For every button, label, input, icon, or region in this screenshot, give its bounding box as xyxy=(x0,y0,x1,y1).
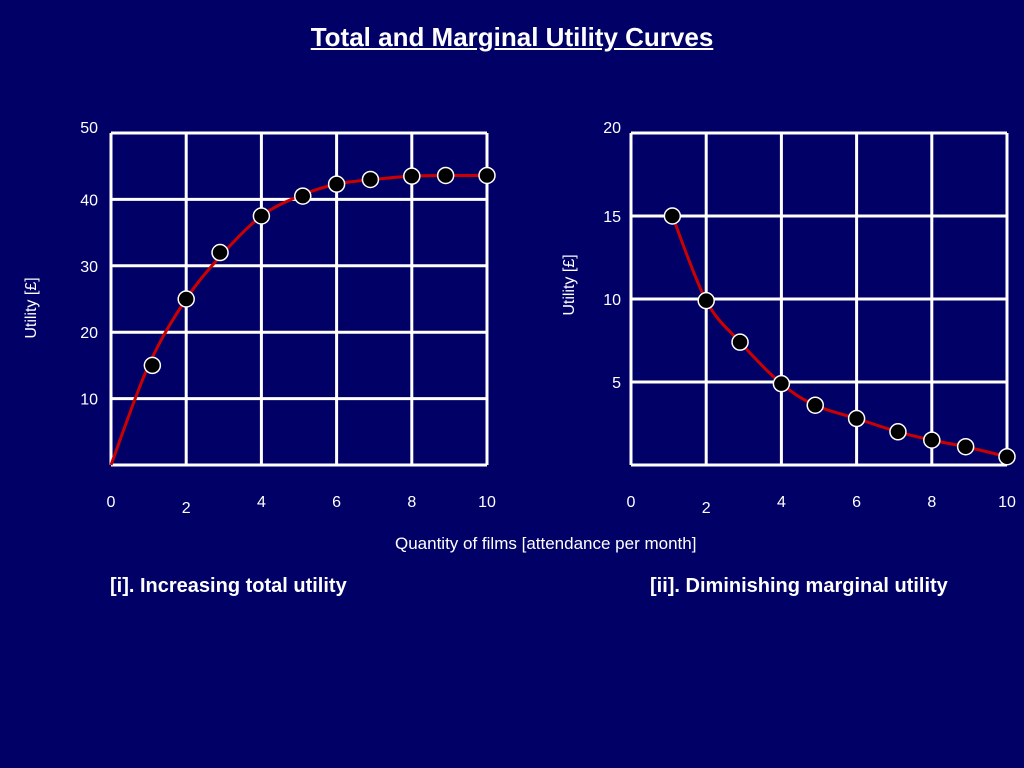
total-data-point xyxy=(436,166,455,185)
marginal-data-point xyxy=(956,437,975,456)
caption-marginal-utility: [ii]. Diminishing marginal utility xyxy=(650,575,948,597)
marginal-utility-curve xyxy=(670,215,1008,459)
total-x-tick-label: 8 xyxy=(407,494,416,511)
total-data-point xyxy=(361,170,380,189)
total-data-point xyxy=(327,175,346,193)
total-x-tick-label: 10 xyxy=(478,494,496,511)
total-x-tick-label: 6 xyxy=(332,494,341,511)
total-y-tick-label: 10 xyxy=(80,392,98,409)
marginal-data-point xyxy=(731,333,749,351)
total-data-point xyxy=(143,356,162,375)
total-data-point xyxy=(177,290,195,308)
slide-title: Total and Marginal Utility Curves xyxy=(310,22,714,52)
total-y-tick-label: 50 xyxy=(80,120,98,137)
marginal-x-tick-label: 4 xyxy=(777,494,786,511)
total-y-tick-label: 20 xyxy=(80,325,98,342)
marginal-data-point xyxy=(697,291,715,310)
marginal-y-tick-label: 15 xyxy=(603,209,621,226)
marginal-x-tick-label: 10 xyxy=(998,494,1016,511)
marginal-x-tick-label: 2 xyxy=(702,500,711,517)
shared-x-axis-label: Quantity of films [attendance per month] xyxy=(395,534,697,553)
marginal-y-tick-label: 5 xyxy=(612,375,621,392)
total-data-point xyxy=(403,167,421,185)
marginal-y-tick-label: 10 xyxy=(603,292,621,309)
total-data-point xyxy=(294,187,312,205)
total-y-axis-label: Utility [£] xyxy=(23,277,40,338)
marginal-x-tick-label: 6 xyxy=(852,494,861,511)
marginal-y-tick-label: 20 xyxy=(603,120,621,137)
marginal-x-tick-label: 0 xyxy=(627,494,636,511)
total-y-tick-label: 40 xyxy=(80,192,98,209)
total-y-tick-label: 30 xyxy=(80,259,98,276)
marginal-data-point xyxy=(998,447,1016,466)
marginal-data-point xyxy=(772,374,791,393)
total-x-tick-label: 4 xyxy=(257,494,266,511)
marginal-data-point xyxy=(663,207,682,225)
total-data-point xyxy=(478,166,496,185)
total-x-tick-label: 2 xyxy=(182,500,191,517)
total-data-point xyxy=(252,207,271,225)
marginal-data-point xyxy=(847,409,866,428)
total-data-point xyxy=(211,243,229,262)
marginal-y-axis-label: Utility [£] xyxy=(561,254,578,315)
total-utility-curve xyxy=(109,173,488,466)
total-x-tick-label: 0 xyxy=(107,494,116,511)
marginal-data-point xyxy=(806,396,824,414)
marginal-data-point xyxy=(923,431,941,449)
marginal-data-point xyxy=(889,423,907,441)
marginal-x-tick-label: 8 xyxy=(927,494,936,511)
caption-total-utility: [i]. Increasing total utility xyxy=(110,575,347,597)
